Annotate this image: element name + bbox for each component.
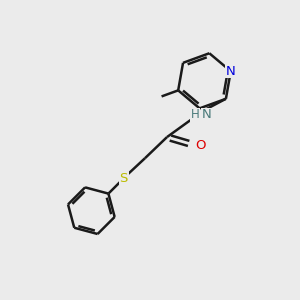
Text: N: N	[226, 65, 236, 78]
Text: N: N	[201, 109, 211, 122]
Text: H: H	[190, 109, 200, 122]
Text: S: S	[119, 172, 128, 185]
Text: O: O	[195, 140, 206, 152]
